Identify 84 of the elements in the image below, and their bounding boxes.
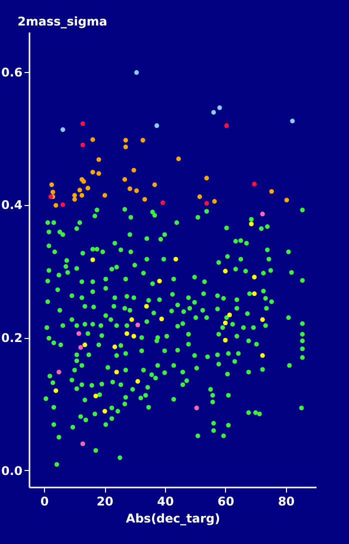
point [54, 203, 58, 208]
point [48, 194, 54, 200]
y-tick-label: 0.4 [1, 198, 22, 212]
point [223, 268, 228, 274]
point [77, 188, 82, 192]
x-tick-label: 80 [278, 494, 295, 508]
point [223, 320, 228, 326]
point [211, 110, 216, 115]
point [154, 123, 160, 128]
point [86, 186, 90, 190]
y-axis-title: 2mass_sigma [18, 14, 108, 28]
point [123, 138, 128, 143]
point [135, 379, 140, 384]
point [260, 317, 265, 322]
point [56, 370, 62, 374]
point [176, 156, 181, 162]
point [217, 105, 222, 110]
point [90, 137, 96, 142]
y-tick-label: 0.2 [1, 331, 22, 346]
point [131, 168, 136, 172]
point [204, 201, 209, 206]
point [80, 441, 86, 446]
x-tick-label: 0 [40, 494, 49, 508]
point [90, 170, 96, 174]
point [82, 342, 88, 348]
point [142, 197, 148, 202]
point [80, 193, 84, 198]
point [80, 142, 86, 148]
point [49, 182, 54, 188]
point [112, 344, 118, 350]
point [223, 338, 228, 343]
point [54, 388, 58, 394]
point [102, 193, 108, 198]
point [131, 334, 136, 339]
point [96, 171, 102, 176]
point [129, 317, 134, 322]
point [114, 370, 119, 374]
y-tick-label: 0.0 [1, 464, 22, 478]
point [76, 331, 82, 336]
point [134, 188, 139, 194]
point [157, 278, 162, 284]
point [140, 138, 146, 143]
point [260, 212, 265, 216]
point [60, 127, 66, 132]
point [227, 312, 232, 318]
point [197, 194, 202, 200]
y-tick-label: 0.6 [1, 65, 22, 80]
point [224, 123, 229, 128]
point [90, 257, 96, 262]
point [260, 353, 265, 358]
point [173, 256, 178, 262]
point [159, 316, 164, 322]
x-tick-label: 60 [218, 494, 234, 508]
point [124, 331, 130, 336]
point [50, 190, 56, 194]
point [252, 274, 257, 280]
point [249, 222, 254, 226]
point [160, 200, 166, 206]
point [96, 157, 102, 162]
point [134, 70, 139, 75]
point [290, 118, 295, 124]
point [252, 291, 257, 296]
point [122, 177, 128, 182]
point [144, 304, 149, 309]
point [284, 198, 290, 202]
point [72, 197, 77, 202]
point [194, 406, 200, 410]
point [123, 144, 128, 150]
point [102, 408, 108, 414]
point [60, 202, 66, 208]
x-tick-label: 20 [96, 494, 114, 508]
point [80, 121, 86, 126]
point [204, 176, 209, 180]
point [72, 193, 77, 198]
x-axis-title: Abs(dec_targ) [126, 512, 220, 526]
point [252, 182, 257, 186]
point [78, 345, 84, 350]
point [128, 186, 132, 192]
point [212, 199, 217, 204]
x-tick-label: 40 [157, 494, 174, 508]
point [269, 189, 274, 194]
point [152, 182, 158, 188]
point [135, 322, 140, 328]
point [93, 394, 98, 398]
